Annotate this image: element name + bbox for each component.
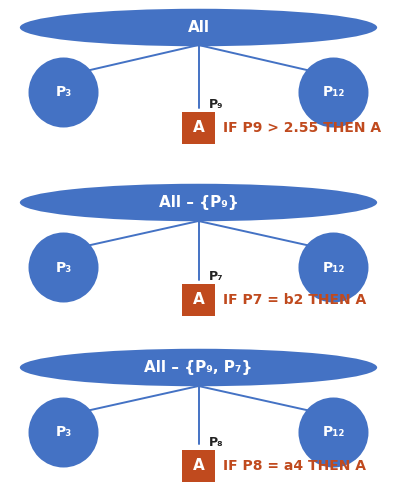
Ellipse shape [29,58,98,128]
Text: P₁₂: P₁₂ [322,86,345,100]
Text: IF P8 = a4 THEN A: IF P8 = a4 THEN A [223,459,366,473]
Text: P₃: P₃ [56,260,71,274]
Text: All: All [187,20,210,35]
Ellipse shape [20,8,377,46]
Text: All – {P₉}: All – {P₉} [159,195,238,210]
Text: P₁₂: P₁₂ [322,260,345,274]
FancyBboxPatch shape [183,284,214,316]
Text: IF P9 > 2.55 THEN A: IF P9 > 2.55 THEN A [223,121,382,135]
Text: All – {P₉, P₇}: All – {P₉, P₇} [145,360,252,375]
Text: P₉: P₉ [208,98,223,111]
Text: P₈: P₈ [208,436,223,449]
Text: P₁₂: P₁₂ [322,426,345,440]
Text: P₃: P₃ [56,426,71,440]
Text: A: A [193,458,204,473]
FancyBboxPatch shape [183,450,214,482]
Ellipse shape [299,232,368,302]
FancyBboxPatch shape [183,112,214,144]
Ellipse shape [299,398,368,468]
Ellipse shape [29,232,98,302]
Text: A: A [193,292,204,308]
Text: P₇: P₇ [208,270,223,283]
Ellipse shape [299,58,368,128]
Text: A: A [193,120,204,136]
Ellipse shape [20,184,377,221]
Ellipse shape [20,349,377,386]
Text: IF P7 = b2 THEN A: IF P7 = b2 THEN A [223,293,366,307]
Ellipse shape [29,398,98,468]
Text: P₃: P₃ [56,86,71,100]
